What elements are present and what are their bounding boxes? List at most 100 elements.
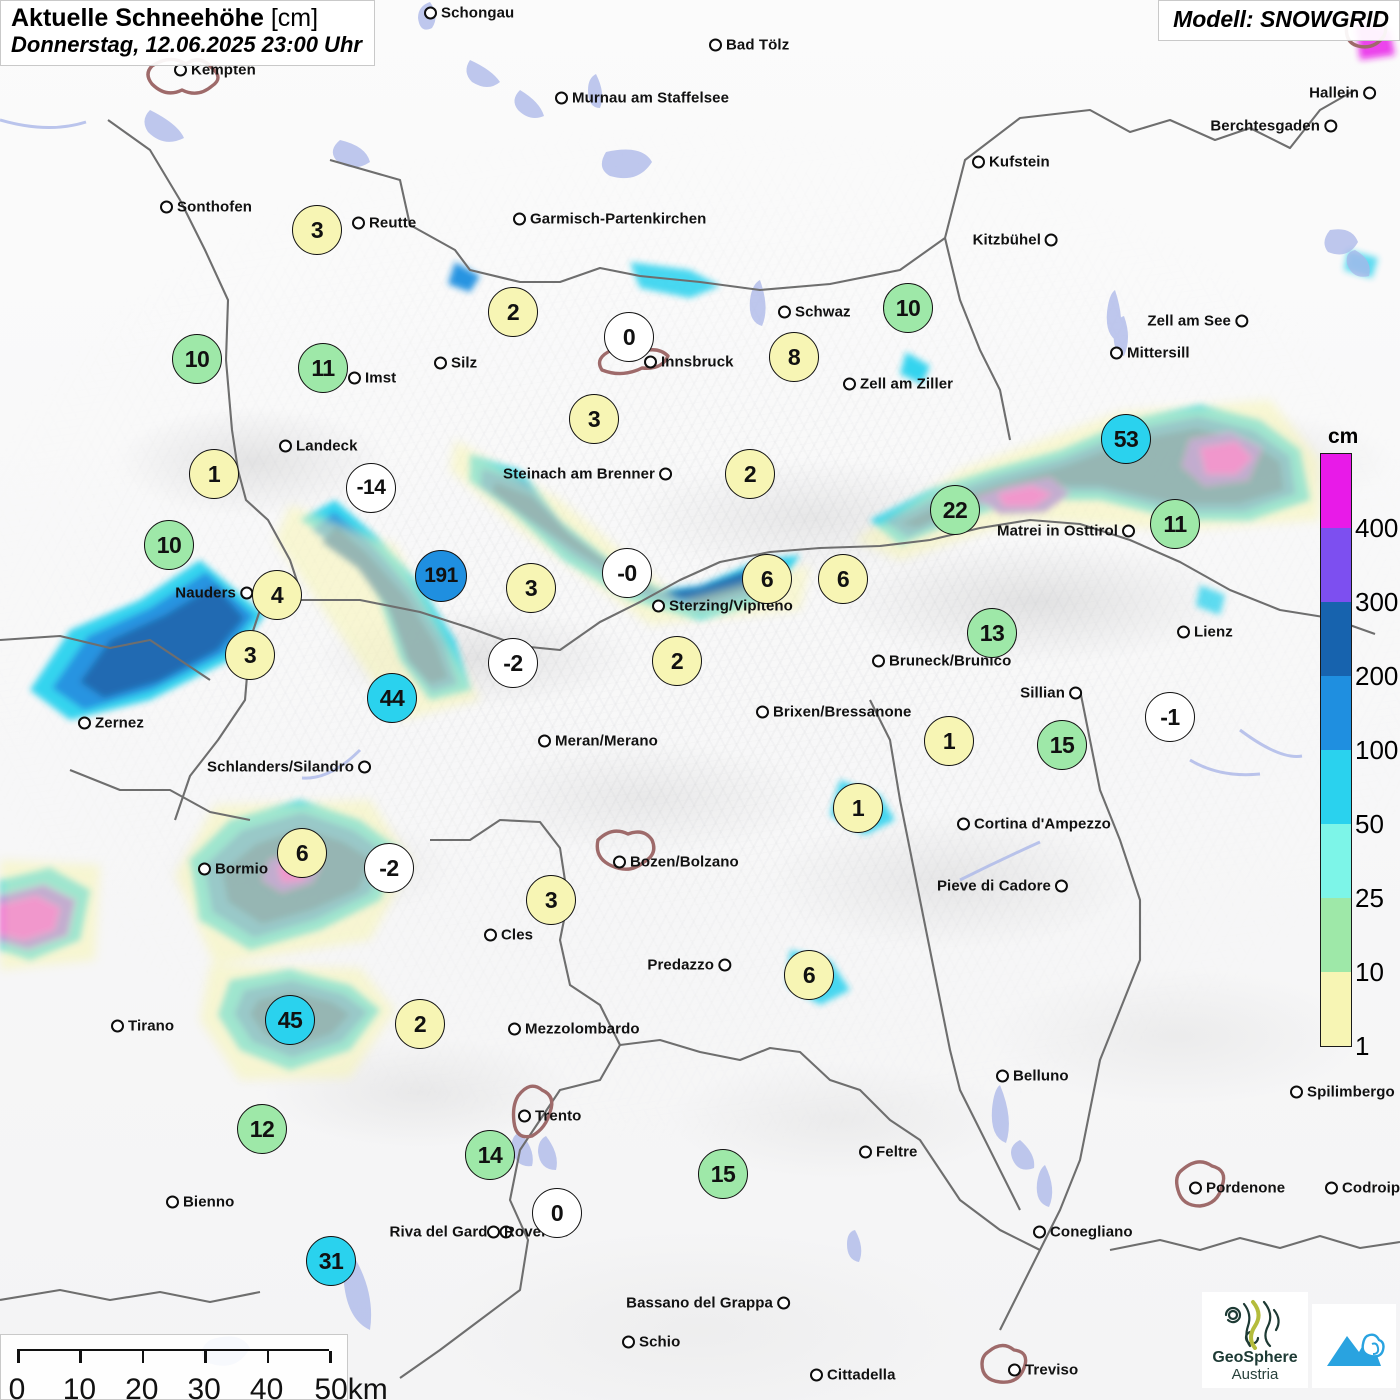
- snow-depth-station-marker[interactable]: 12: [237, 1104, 287, 1154]
- snow-depth-station-marker[interactable]: -14: [346, 463, 396, 513]
- city-name: Kitzbühel: [972, 231, 1041, 249]
- city-label: Tirano: [111, 1018, 174, 1035]
- snow-depth-station-marker[interactable]: 2: [488, 287, 538, 337]
- snow-depth-station-marker[interactable]: 1: [833, 783, 883, 833]
- snow-depth-station-marker[interactable]: 6: [742, 554, 792, 604]
- legend-tick-label: 1: [1355, 1031, 1370, 1061]
- snow-depth-station-marker[interactable]: 3: [225, 630, 275, 680]
- city-marker-icon: [166, 1195, 179, 1209]
- snow-depth-station-marker[interactable]: 0: [532, 1188, 582, 1238]
- legend-color-band: 1: [1320, 972, 1369, 1059]
- legend-colorbar: 400 300 200 100 50 25 10 1: [1320, 453, 1398, 1059]
- snow-depth-station-marker[interactable]: 15: [1037, 720, 1087, 770]
- city-marker-icon: [972, 155, 985, 169]
- city-marker-icon: [778, 305, 791, 319]
- legend-tick-label: 10: [1355, 957, 1384, 987]
- snow-depth-station-marker[interactable]: 0: [604, 312, 654, 362]
- mountain-logo-icon: [1327, 1333, 1385, 1366]
- snow-depth-station-marker[interactable]: -0: [602, 548, 652, 598]
- legend-color-band: 25: [1320, 824, 1384, 911]
- snow-depth-station-marker[interactable]: 31: [306, 1236, 356, 1286]
- snow-depth-station-marker[interactable]: 3: [292, 205, 342, 255]
- city-name: Nauders: [175, 584, 236, 602]
- snow-depth-station-marker[interactable]: 45: [265, 995, 315, 1045]
- snow-depth-station-marker[interactable]: 191: [415, 550, 467, 602]
- geosphere-mark-icon: [1224, 1299, 1280, 1350]
- city-label: Conegliano: [1033, 1224, 1133, 1241]
- title-main: Aktuelle Schneehöhe: [11, 4, 264, 32]
- city-marker-icon: [1110, 346, 1123, 360]
- legend-color-band: 100: [1320, 676, 1398, 763]
- snow-depth-station-marker[interactable]: 2: [725, 449, 775, 499]
- city-label: Schwaz: [778, 304, 851, 321]
- city-name: Steinach am Brenner: [503, 465, 655, 483]
- geosphere-line2: Austria: [1231, 1365, 1279, 1383]
- snow-depth-station-marker[interactable]: 3: [526, 875, 576, 925]
- snow-depth-station-marker[interactable]: 2: [395, 999, 445, 1049]
- city-marker-icon: [1033, 1225, 1046, 1239]
- snow-depth-station-marker[interactable]: 44: [367, 673, 417, 723]
- city-label: Belluno: [996, 1068, 1069, 1085]
- city-name: Bassano del Grappa: [626, 1294, 773, 1312]
- city-label: Silz: [434, 355, 477, 372]
- snow-depth-station-marker[interactable]: 53: [1101, 414, 1151, 464]
- city-name: Mittersill: [1127, 344, 1190, 362]
- scale-bar-line: 0 10 20 30 40 50km: [9, 1349, 388, 1400]
- snow-depth-station-marker[interactable]: 14: [465, 1130, 515, 1180]
- legend-color-band: 50: [1320, 750, 1384, 837]
- city-marker-icon: [484, 928, 497, 942]
- snow-depth-station-marker[interactable]: 6: [277, 828, 327, 878]
- snow-depth-station-marker[interactable]: 22: [930, 485, 980, 535]
- city-name: Riva del Garda: [389, 1223, 496, 1241]
- city-label: Spilimbergo: [1290, 1084, 1395, 1101]
- color-legend: cm 400 300 200 100 50 25 10 1: [1320, 425, 1398, 1059]
- city-label: Steinach am Brenner: [503, 466, 672, 483]
- legend-color-band: 400: [1320, 453, 1398, 541]
- snow-depth-station-marker[interactable]: 4: [252, 570, 302, 620]
- snow-depth-station-marker[interactable]: 1: [189, 449, 239, 499]
- city-name: Mezzolombardo: [525, 1020, 640, 1038]
- city-label: Sillian: [1020, 685, 1082, 702]
- snow-depth-station-marker[interactable]: -2: [488, 638, 538, 688]
- snow-depth-station-marker[interactable]: -1: [1145, 692, 1195, 742]
- city-marker-icon: [1008, 1363, 1021, 1377]
- city-name: Feltre: [876, 1143, 918, 1161]
- snow-depth-station-marker[interactable]: 6: [818, 554, 868, 604]
- snow-depth-station-marker[interactable]: 15: [698, 1149, 748, 1199]
- snow-depth-station-marker[interactable]: 11: [298, 343, 348, 393]
- snow-depth-station-marker[interactable]: 8: [769, 332, 819, 382]
- geosphere-line1: GeoSphere: [1212, 1348, 1298, 1366]
- snow-depth-station-marker[interactable]: 1: [924, 716, 974, 766]
- legend-color-band: 10: [1320, 898, 1384, 985]
- snow-depth-station-marker[interactable]: 10: [883, 283, 933, 333]
- scale-tick: [79, 1351, 82, 1363]
- snow-depth-station-marker[interactable]: 3: [569, 394, 619, 444]
- city-marker-icon: [718, 958, 731, 972]
- city-name: Trento: [535, 1107, 582, 1125]
- snow-depth-station-marker[interactable]: 3: [506, 563, 556, 613]
- city-marker-icon: [1324, 119, 1337, 133]
- city-label: Murnau am Staffelsee: [555, 90, 729, 107]
- city-name: Pordenone: [1206, 1179, 1286, 1197]
- city-name: Silz: [451, 354, 478, 372]
- city-label: Bormio: [198, 861, 268, 878]
- city-marker-icon: [613, 855, 626, 869]
- city-name: Meran/Merano: [555, 732, 658, 750]
- snow-depth-station-marker[interactable]: 13: [967, 608, 1017, 658]
- legend-color-band: 300: [1320, 528, 1398, 615]
- snow-depth-station-marker[interactable]: 6: [784, 950, 834, 1000]
- city-marker-icon: [1045, 233, 1058, 247]
- snow-depth-station-marker[interactable]: 10: [144, 520, 194, 570]
- snow-depth-station-marker[interactable]: 11: [1150, 499, 1200, 549]
- snow-depth-station-marker[interactable]: -2: [364, 843, 414, 893]
- snow-depth-station-marker[interactable]: 2: [652, 636, 702, 686]
- scale-tick-label: 30: [187, 1373, 221, 1400]
- city-label: Garmisch-Partenkirchen: [513, 211, 706, 228]
- snow-depth-station-marker[interactable]: 10: [172, 334, 222, 384]
- city-label: Cortina d'Ampezzo: [957, 816, 1111, 833]
- city-marker-icon: [622, 1335, 635, 1349]
- city-marker-icon: [709, 38, 722, 52]
- city-name: Pieve di Cadore: [936, 877, 1051, 895]
